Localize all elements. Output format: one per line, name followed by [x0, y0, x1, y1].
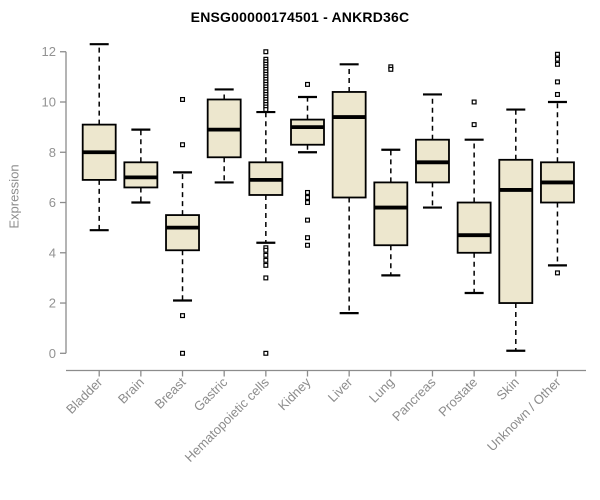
y-tick-label-12: 12 [42, 44, 56, 59]
outlier-breast [180, 96, 186, 102]
outlier-hematopoietic-cells [263, 257, 269, 263]
outlier-kidney [305, 242, 311, 248]
outlier-breast [180, 313, 186, 319]
x-tick-label-brain: Brain [115, 375, 147, 407]
outlier-lung [388, 66, 394, 72]
outlier-hematopoietic-cells [263, 252, 269, 258]
x-tick-label-gastric: Gastric [191, 374, 231, 414]
x-tick-label-lung: Lung [366, 375, 397, 406]
outlier-hematopoietic-cells [263, 49, 269, 55]
outlier-kidney [305, 189, 311, 195]
outlier-hematopoietic-cells [263, 350, 269, 356]
outlier-unknown-other [554, 56, 560, 62]
y-tick-label-2: 2 [49, 296, 56, 311]
outlier-hematopoietic-cells [263, 262, 269, 268]
x-tick-label-pancreas: Pancreas [389, 374, 439, 424]
box-liver [331, 91, 367, 199]
y-tick-label-4: 4 [49, 245, 56, 260]
x-tick-label-bladder: Bladder [63, 374, 106, 417]
outlier-unknown-other [554, 79, 560, 85]
x-tick-label-unknown-other: Unknown / Other [484, 374, 564, 454]
box-prostate [456, 201, 492, 254]
x-tick-label-skin: Skin [493, 375, 521, 403]
x-tick-label-prostate: Prostate [435, 375, 480, 420]
outlier-unknown-other [554, 91, 560, 97]
outlier-prostate [471, 99, 477, 105]
chart-title: ENSG00000174501 - ANKRD36C [190, 9, 410, 25]
outlier-kidney [305, 235, 311, 241]
x-tick-label-breast: Breast [151, 374, 188, 411]
outlier-hematopoietic-cells [263, 107, 269, 113]
outlier-unknown-other [554, 51, 560, 57]
box-kidney [290, 118, 325, 146]
outlier-breast [180, 142, 186, 148]
y-tick-label-6: 6 [49, 195, 56, 210]
x-tick-label-liver: Liver [325, 374, 356, 405]
outlier-kidney [305, 200, 311, 206]
outlier-kidney [305, 217, 311, 223]
outlier-hematopoietic-cells [263, 247, 269, 253]
outlier-unknown-other [554, 270, 560, 276]
outlier-kidney [305, 194, 311, 200]
y-tick-label-8: 8 [49, 145, 56, 160]
y-tick-label-0: 0 [49, 346, 56, 361]
box-skin [498, 158, 534, 304]
outlier-kidney [305, 81, 311, 87]
outlier-breast [180, 350, 186, 356]
outlier-prostate [471, 122, 477, 128]
box-lung [373, 181, 409, 247]
outlier-hematopoietic-cells [263, 275, 269, 281]
y-tick-label-10: 10 [42, 95, 56, 110]
box-breast [165, 214, 200, 252]
outlier-unknown-other [554, 61, 560, 67]
x-tick-label-kidney: Kidney [275, 374, 314, 413]
box-brain [123, 161, 159, 189]
